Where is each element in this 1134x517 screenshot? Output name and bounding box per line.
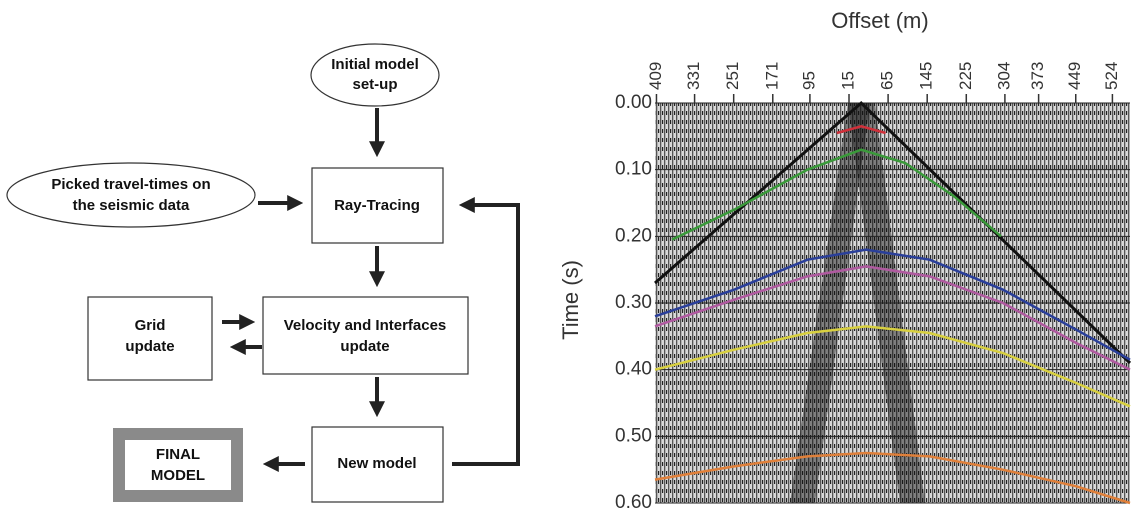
x-tick-label: 373 [1028,62,1047,90]
node-text: Initial model [331,56,419,73]
input-node [7,163,255,227]
node-text: update [125,338,174,355]
node-text: update [340,338,389,355]
node-text: Picked travel-times on [51,176,210,193]
y-axis-title: Time (s) [558,260,583,340]
x-tick-label: 304 [994,62,1013,90]
node-text: Velocity and Interfaces [284,317,447,334]
x-tick-label: 409 [646,62,665,90]
process-node [263,297,468,374]
y-tick-label: 0.10 [615,159,652,180]
figure: Initial model set-up Picked travel-times… [0,0,1134,517]
node-text: the seismic data [73,197,190,214]
y-tick-label: 0.50 [615,425,652,446]
node-text: Grid [135,317,166,334]
y-tick-label: 0.40 [615,359,652,380]
y-tick-label: 0.20 [615,225,652,246]
y-tick-label: 0.60 [615,492,652,513]
node-text: FINAL [156,446,200,463]
x-tick-label: 524 [1102,62,1121,90]
x-tick-label: 225 [956,62,975,90]
x-tick-label: 331 [684,62,703,90]
node-text: set-up [353,76,398,93]
node-text: Ray-Tracing [334,197,420,214]
y-tick-label: 0.00 [615,92,652,113]
node-text: MODEL [151,467,205,484]
x-tick-label: 15 [838,71,857,90]
x-tick-label: 65 [878,71,897,90]
x-tick-label: 251 [723,62,742,90]
x-tick-label: 145 [917,62,936,90]
seismic-chart: Offset (m) Time (s) 0.00 0.10 0.20 0.30 0.40… [558,8,1130,513]
final-node [119,434,237,496]
x-tick-label: 449 [1065,62,1084,90]
x-tick-label: 95 [799,71,818,90]
x-axis-title: Offset (m) [831,8,928,33]
flowchart: Initial model set-up Picked travel-times… [7,44,518,502]
x-tick-label: 171 [762,62,781,90]
node-text: New model [337,455,416,472]
y-tick-label: 0.30 [615,292,652,313]
